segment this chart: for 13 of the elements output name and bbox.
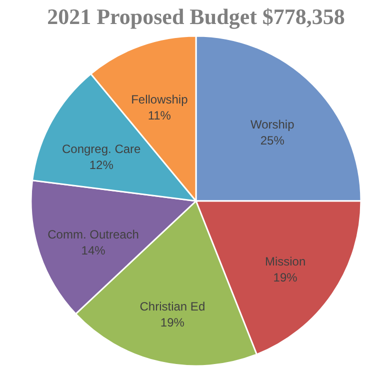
slice-label: Congreg. Care: [62, 142, 142, 156]
data-label: 19%: [273, 270, 298, 285]
slice-label: Mission: [264, 254, 306, 269]
slice-label: Fellowship: [131, 92, 188, 106]
data-label: 11%: [148, 108, 172, 122]
data-label: 25%: [260, 134, 285, 148]
slice-label: Comm. Outreach: [48, 227, 139, 242]
slice-label: Worship: [250, 118, 295, 132]
data-label: 12%: [89, 158, 114, 172]
slice-label: Christian Ed: [140, 299, 206, 314]
data-label: 14%: [81, 243, 106, 258]
chart-title: 2021 Proposed Budget $778,358: [47, 4, 345, 29]
data-label: 19%: [160, 315, 185, 330]
